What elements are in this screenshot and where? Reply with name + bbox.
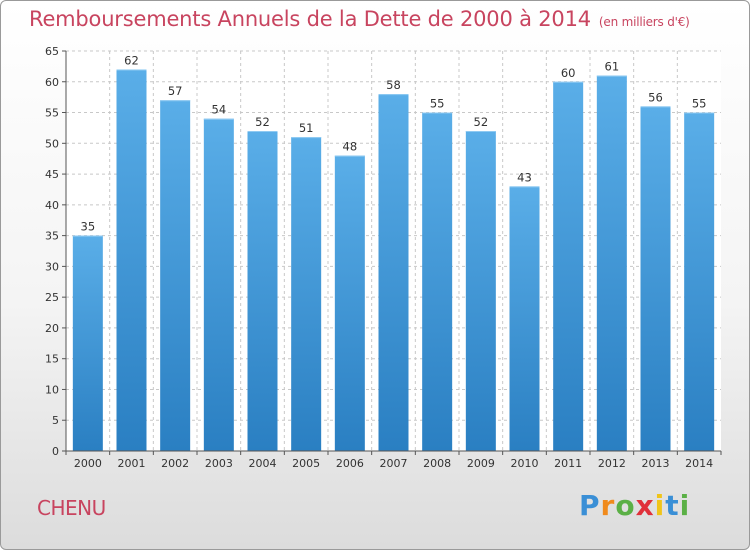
x-tick-label-2004: 2004: [249, 457, 277, 470]
logo-letter: i: [654, 489, 666, 522]
logo-letter: x: [635, 489, 655, 522]
bar-2010: [509, 186, 540, 451]
y-tick-label: 10: [45, 383, 59, 396]
logo-letter: r: [600, 489, 616, 522]
logo-letter: i: [679, 489, 691, 522]
axis-layer: 0 5 10 15 20 25 30 35 40 45 50 55 60 65 2000 2001 2002 20…: [45, 45, 722, 470]
bar-2005: [291, 137, 322, 451]
data-label-2014: 55: [692, 97, 707, 111]
data-label-2001: 62: [124, 53, 139, 67]
x-tick-label-2011: 2011: [554, 457, 582, 470]
x-tick-label-2013: 2013: [642, 457, 670, 470]
bar-2011: [553, 81, 584, 452]
x-tick-label-2012: 2012: [598, 457, 626, 470]
y-tick-label: 60: [45, 76, 59, 89]
y-tick-label: 55: [45, 107, 59, 120]
y-tick-label: 15: [45, 353, 59, 366]
bar-2013: [640, 106, 671, 451]
bar-2003: [203, 118, 234, 451]
chart-title: Remboursements Annuels de la Dette de 20…: [29, 7, 690, 31]
y-tick-label: 50: [45, 137, 59, 150]
y-tick-label: 65: [45, 45, 59, 58]
y-tick-label: 35: [45, 230, 59, 243]
x-tick-label-2000: 2000: [74, 457, 102, 470]
bar-2002: [160, 100, 191, 451]
data-label-2008: 55: [430, 97, 445, 111]
bar-2014: [684, 112, 715, 452]
commune-name: CHENU: [37, 496, 106, 520]
x-tick-label-2005: 2005: [292, 457, 320, 470]
bar-2007: [378, 94, 409, 452]
x-tick-label-2002: 2002: [161, 457, 189, 470]
bar-2000: [72, 235, 103, 451]
logo-letter: P: [579, 489, 601, 522]
bar-2006: [334, 155, 365, 451]
data-label-2012: 61: [605, 60, 620, 74]
bar-2008: [422, 112, 453, 452]
bar-layer: [72, 69, 715, 452]
bar-2001: [116, 69, 147, 451]
bar-2012: [596, 75, 627, 451]
x-tick-label-2010: 2010: [511, 457, 539, 470]
x-tick-label-2006: 2006: [336, 457, 364, 470]
chart-title-unit: (en milliers d'€): [598, 15, 690, 29]
x-tick-label-2008: 2008: [423, 457, 451, 470]
x-tick-label-2001: 2001: [118, 457, 146, 470]
label-layer: 35 62 57 54 52 51 48 58 55 52 43 60 61 56 55: [81, 53, 707, 233]
bar-2004: [247, 131, 278, 451]
data-label-2006: 48: [343, 140, 358, 154]
data-label-2013: 56: [648, 90, 663, 104]
x-tick-label-2003: 2003: [205, 457, 233, 470]
logo-letter: o: [615, 489, 636, 522]
y-tick-label: 30: [45, 260, 59, 273]
x-tick-label-2007: 2007: [380, 457, 408, 470]
y-tick-label: 0: [52, 445, 59, 458]
chart-title-main: Remboursements Annuels de la Dette de 20…: [29, 7, 591, 31]
y-tick-label: 20: [45, 322, 59, 335]
data-label-2007: 58: [386, 78, 401, 92]
y-tick-label: 45: [45, 168, 59, 181]
x-tick-label-2009: 2009: [467, 457, 495, 470]
bar-2009: [465, 131, 496, 451]
x-tick-label-2014: 2014: [685, 457, 713, 470]
data-label-2003: 54: [212, 103, 227, 117]
y-tick-label: 25: [45, 291, 59, 304]
data-label-2000: 35: [81, 220, 96, 234]
y-tick-label: 40: [45, 199, 59, 212]
logo-letter: t: [665, 489, 680, 522]
y-tick-label: 5: [52, 414, 59, 427]
proxiti-logo: Proxiti: [579, 489, 690, 522]
data-label-2011: 60: [561, 66, 576, 80]
data-label-2010: 43: [517, 170, 532, 184]
data-label-2009: 52: [474, 115, 489, 129]
data-label-2005: 51: [299, 121, 314, 135]
data-label-2002: 57: [168, 84, 183, 98]
data-label-2004: 52: [255, 115, 270, 129]
